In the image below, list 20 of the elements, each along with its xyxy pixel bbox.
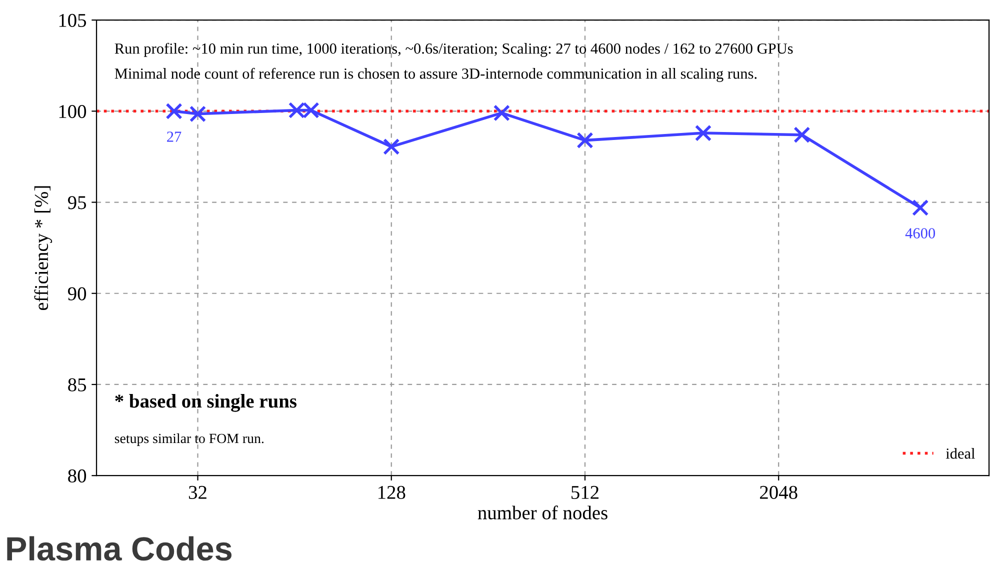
- y-axis-title: efficiency * [%]: [34, 186, 52, 310]
- y-tick-label: 90: [68, 287, 86, 300]
- annotation: 4600: [905, 228, 936, 238]
- annotation: Minimal node count of reference run is chosen to assure 3D-internode communication in all scaling runs.: [114, 68, 757, 82]
- y-tick-label: 105: [59, 14, 86, 27]
- annotation: setups similar to FOM run.: [114, 433, 264, 446]
- y-tick-label: 95: [68, 196, 86, 210]
- x-tick-label: 2048: [760, 486, 798, 499]
- annotation: 27: [167, 132, 182, 142]
- annotation: * based on single runs: [115, 394, 297, 412]
- text: Plasma Codes: [7, 536, 232, 561]
- annotation: Run profile: ~10 min run time, 1000 iterations, ~0.6s/iteration; Scaling: 27 to 4600 nodes / 162 to 27600 GPUs: [114, 42, 793, 57]
- x-tick-label: 512: [572, 486, 598, 499]
- y-tick-label: 80: [68, 469, 86, 483]
- legend-label: ideal: [946, 448, 975, 459]
- x-tick-label: 32: [188, 486, 206, 499]
- y-tick-label: 85: [68, 378, 86, 392]
- x-tick-label: 128: [378, 486, 406, 499]
- y-tick-label: 100: [59, 104, 86, 118]
- x-axis-title: number of nodes: [478, 506, 608, 520]
